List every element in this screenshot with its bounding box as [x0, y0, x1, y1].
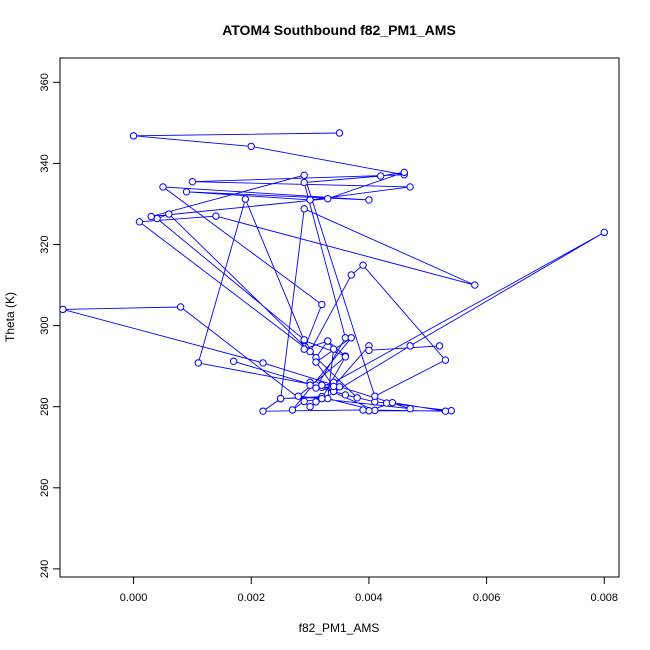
data-point — [129, 132, 138, 140]
data-point — [365, 196, 373, 204]
data-point — [300, 171, 308, 179]
y-axis: 240 260 280 300 320 340 360 — [39, 73, 61, 578]
x-tick-label: 0.000 — [120, 592, 148, 604]
data-point — [176, 303, 185, 311]
x-tick-label: 0.004 — [355, 592, 383, 604]
y-axis-label: Theta (K) — [3, 292, 17, 342]
data-point — [318, 300, 326, 309]
data-point — [347, 334, 355, 342]
data-point — [347, 271, 355, 279]
data-point — [600, 228, 608, 237]
data-point — [400, 168, 408, 177]
data-point — [335, 129, 344, 137]
data-point — [300, 336, 308, 344]
y-tick-label: 240 — [39, 560, 51, 578]
data-point — [329, 382, 338, 391]
data-point — [312, 358, 320, 366]
data-point — [159, 183, 167, 191]
data-point — [194, 359, 202, 367]
data-point — [300, 205, 308, 213]
data-point — [471, 281, 479, 289]
data-point — [259, 359, 267, 367]
data-point — [300, 397, 308, 406]
data-point — [306, 403, 314, 411]
data-point — [324, 337, 332, 345]
data-point — [165, 210, 173, 218]
data-point — [441, 356, 450, 364]
x-axis: 0.000 0.002 0.004 0.006 0.008 — [120, 576, 619, 604]
y-tick-label: 340 — [39, 154, 51, 172]
x-tick-label: 0.002 — [237, 592, 265, 604]
data-point — [435, 342, 444, 350]
data-point — [318, 394, 326, 403]
data-point — [353, 394, 361, 402]
y-tick-label: 280 — [39, 398, 51, 416]
y-tick-label: 260 — [39, 479, 51, 497]
x-tick-label: 0.008 — [591, 592, 619, 604]
data-point — [241, 195, 250, 203]
data-point — [329, 345, 338, 353]
data-point — [365, 407, 373, 415]
data-series — [59, 129, 608, 415]
data-point — [312, 398, 320, 406]
data-point — [276, 394, 285, 403]
data-point — [306, 347, 314, 356]
data-point — [406, 405, 414, 413]
data-point — [147, 212, 155, 221]
y-tick-label: 300 — [39, 316, 51, 334]
data-point — [318, 381, 326, 389]
data-point — [359, 261, 367, 269]
data-point — [229, 357, 238, 365]
data-point — [288, 406, 297, 414]
data-point — [365, 346, 373, 355]
data-point — [300, 178, 308, 187]
data-point — [188, 177, 197, 186]
data-point — [212, 212, 220, 220]
data-point — [406, 183, 414, 191]
data-point — [294, 392, 303, 400]
x-axis-label: f82_PM1_AMS — [299, 621, 380, 635]
x-tick-label: 0.006 — [473, 592, 501, 604]
chart-title: ATOM4 Southbound f82_PM1_AMS — [222, 22, 456, 38]
y-tick-label: 360 — [39, 73, 51, 91]
data-point — [312, 384, 320, 392]
data-point — [306, 196, 314, 204]
data-point — [324, 194, 332, 203]
data-point — [376, 172, 385, 180]
data-point — [135, 218, 144, 226]
data-point — [388, 398, 397, 407]
data-point — [406, 342, 414, 350]
data-point — [341, 391, 350, 399]
data-point — [182, 188, 191, 196]
data-point — [441, 407, 450, 415]
y-tick-label: 320 — [39, 235, 51, 253]
data-point — [306, 381, 314, 389]
data-point — [371, 392, 379, 400]
data-point — [247, 142, 255, 151]
series-line — [62, 132, 605, 412]
data-point — [359, 406, 367, 414]
data-point — [59, 305, 67, 314]
data-point — [259, 407, 267, 415]
data-point — [341, 353, 350, 361]
